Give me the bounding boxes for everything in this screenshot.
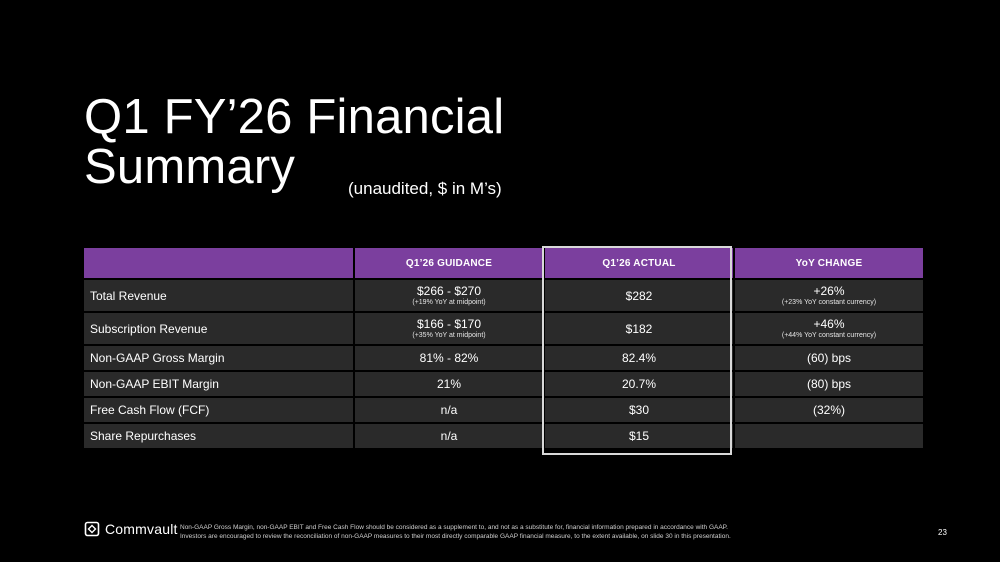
- page-number: 23: [938, 528, 947, 537]
- title-line-2: Summary: [84, 140, 296, 194]
- guidance-cell: 81% - 82%: [355, 346, 543, 370]
- yoy-note: (+23% YoY constant currency): [781, 298, 877, 306]
- yoy-value: +26%: [813, 283, 845, 298]
- footnote-line-2: Investors are encouraged to review the r…: [180, 533, 731, 540]
- actual-cell: 82.4%: [545, 346, 733, 370]
- guidance-value: $166 - $170: [416, 316, 482, 331]
- guidance-cell: $266 - $270 (+19% YoY at midpoint): [355, 280, 543, 311]
- actual-cell: $15: [545, 424, 733, 448]
- guidance-cell: $166 - $170 (+35% YoY at midpoint): [355, 313, 543, 344]
- table-header-row: Q1’26 GUIDANCE Q1’26 ACTUAL YoY CHANGE: [84, 248, 923, 278]
- brand-logo: Commvault: [84, 521, 178, 537]
- yoy-cell: +26% (+23% YoY constant currency): [735, 280, 923, 311]
- row-label: Free Cash Flow (FCF): [84, 398, 353, 422]
- guidance-cell: n/a: [355, 424, 543, 448]
- table-row: Non-GAAP EBIT Margin 21% 20.7% (80) bps: [84, 372, 923, 396]
- row-label: Share Repurchases: [84, 424, 353, 448]
- header-actual: Q1’26 ACTUAL: [545, 248, 733, 278]
- actual-cell: $182: [545, 313, 733, 344]
- yoy-value: +46%: [813, 316, 845, 331]
- actual-cell: $282: [545, 280, 733, 311]
- row-label: Subscription Revenue: [84, 313, 353, 344]
- table-row: Free Cash Flow (FCF) n/a $30 (32%): [84, 398, 923, 422]
- guidance-cell: n/a: [355, 398, 543, 422]
- row-label: Total Revenue: [84, 280, 353, 311]
- yoy-cell: [735, 424, 923, 448]
- header-guidance: Q1’26 GUIDANCE: [355, 248, 543, 278]
- yoy-cell: (60) bps: [735, 346, 923, 370]
- slide-title: Q1 FY’26 Financial Summary: [84, 92, 504, 192]
- yoy-cell: (80) bps: [735, 372, 923, 396]
- guidance-note: (+35% YoY at midpoint): [412, 331, 486, 339]
- table-row: Share Repurchases n/a $15: [84, 424, 923, 448]
- footnote-line-1: Non-GAAP Gross Margin, non-GAAP EBIT and…: [180, 524, 728, 531]
- header-yoy-change: YoY CHANGE: [735, 248, 923, 278]
- yoy-cell: +46% (+44% YoY constant currency): [735, 313, 923, 344]
- table-row: Non-GAAP Gross Margin 81% - 82% 82.4% (6…: [84, 346, 923, 370]
- actual-cell: $30: [545, 398, 733, 422]
- title-line-1: Q1 FY’26 Financial: [84, 90, 505, 144]
- table-row: Subscription Revenue $166 - $170 (+35% Y…: [84, 313, 923, 344]
- financial-summary-table: Q1’26 GUIDANCE Q1’26 ACTUAL YoY CHANGE T…: [82, 246, 925, 450]
- commvault-logo-icon: [84, 521, 100, 537]
- actual-cell: 20.7%: [545, 372, 733, 396]
- slide-subtitle: (unaudited, $ in M’s): [348, 179, 502, 198]
- yoy-note: (+44% YoY constant currency): [781, 331, 877, 339]
- brand-name: Commvault: [105, 521, 178, 537]
- footnote: Non-GAAP Gross Margin, non-GAAP EBIT and…: [180, 523, 860, 541]
- guidance-cell: 21%: [355, 372, 543, 396]
- table-row: Total Revenue $266 - $270 (+19% YoY at m…: [84, 280, 923, 311]
- row-label: Non-GAAP Gross Margin: [84, 346, 353, 370]
- row-label: Non-GAAP EBIT Margin: [84, 372, 353, 396]
- guidance-note: (+19% YoY at midpoint): [412, 298, 486, 306]
- yoy-cell: (32%): [735, 398, 923, 422]
- guidance-value: $266 - $270: [416, 283, 482, 298]
- header-blank: [84, 248, 353, 278]
